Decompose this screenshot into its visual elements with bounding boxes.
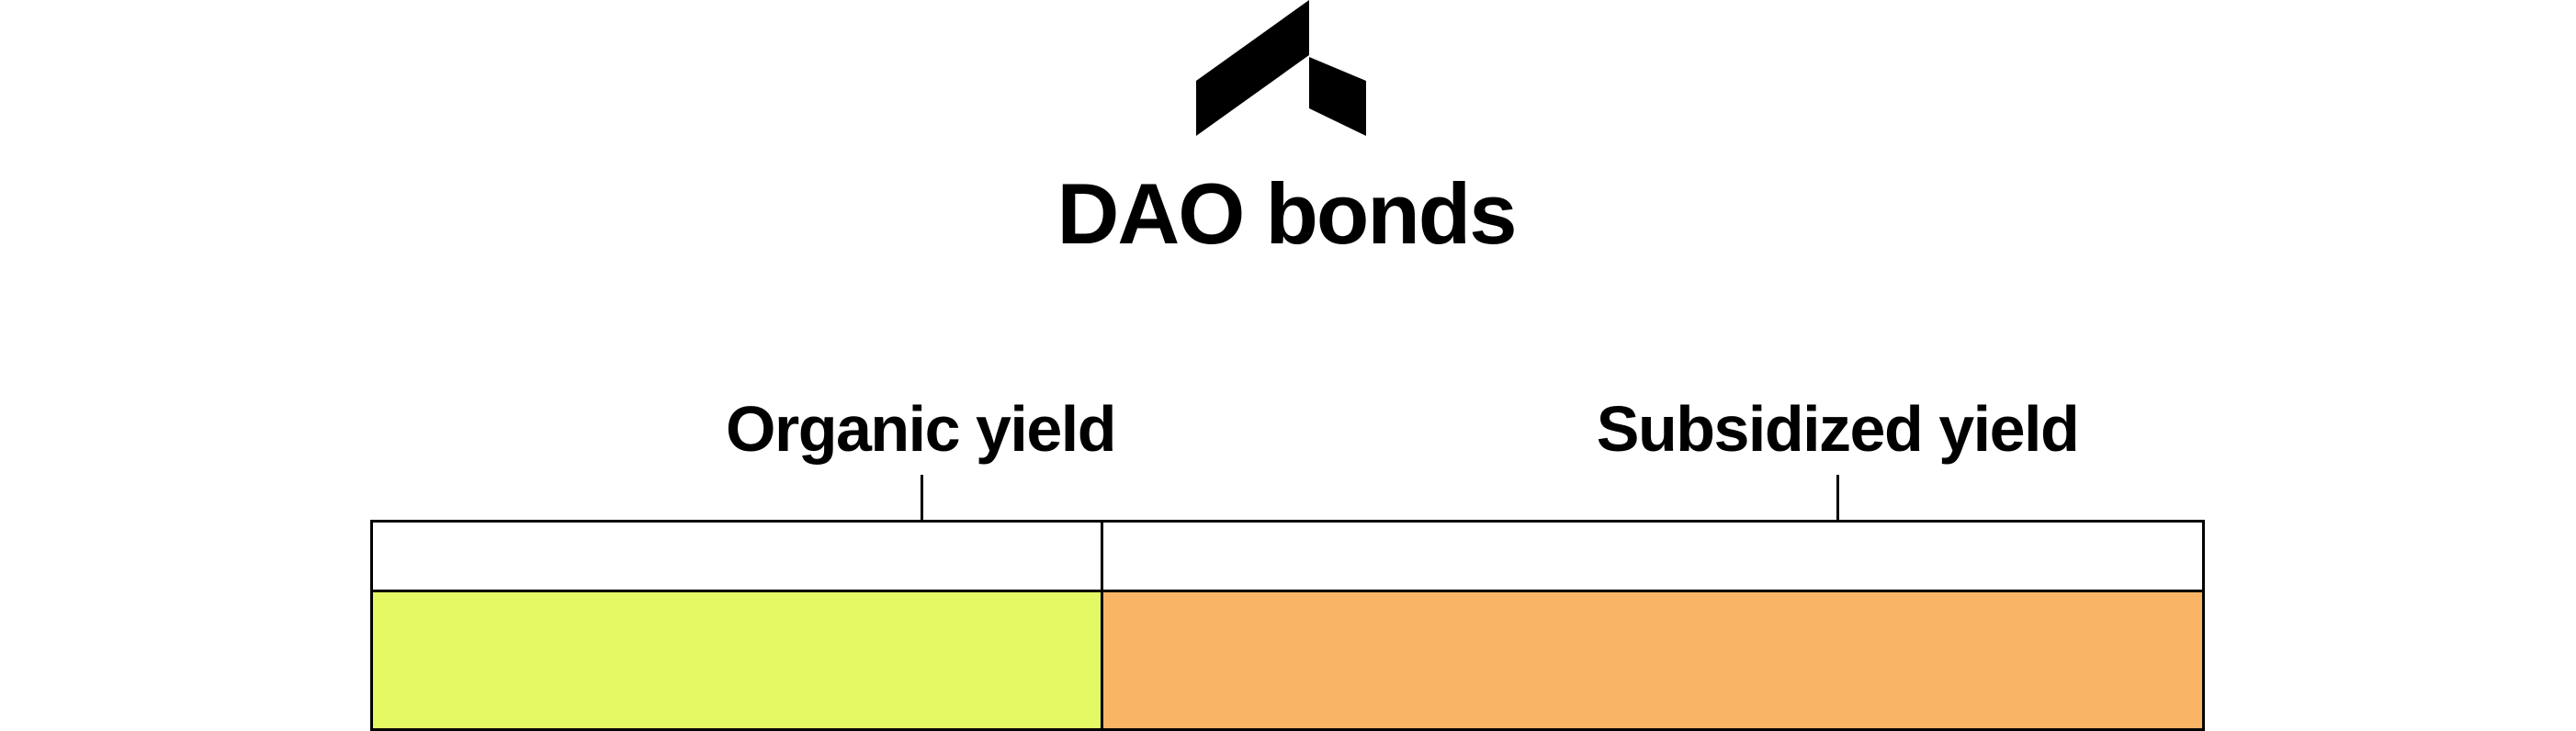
bracket-divider <box>1101 520 1103 591</box>
subsidized-yield-bar <box>1101 590 2205 731</box>
diagram-title: DAO bonds <box>1056 165 1518 262</box>
organic-yield-tick <box>921 475 923 523</box>
logo-right-shape <box>1309 57 1366 136</box>
logo-left-shape <box>1196 0 1309 136</box>
organic-yield-label: Organic yield <box>726 393 1116 465</box>
bracket-frame <box>370 520 2205 591</box>
organic-yield-bar <box>370 590 1103 731</box>
subsidized-yield-tick <box>1836 475 1839 523</box>
protocol-logo-icon <box>1196 0 1366 136</box>
subsidized-yield-label: Subsidized yield <box>1596 393 2080 465</box>
